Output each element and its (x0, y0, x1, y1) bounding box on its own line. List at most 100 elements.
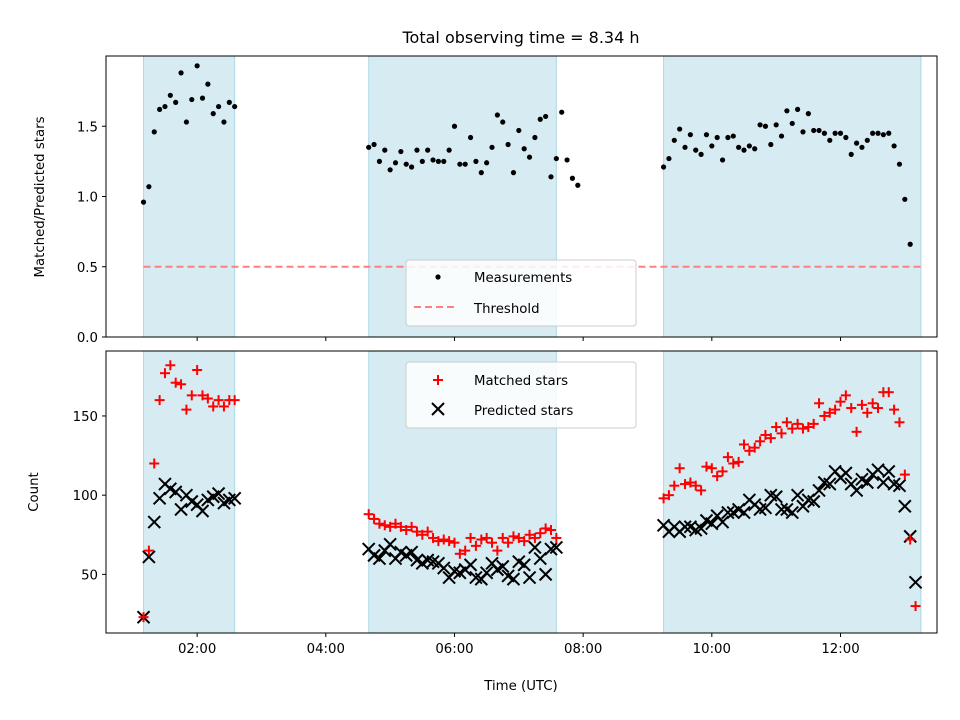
matched-star-point (781, 417, 792, 428)
measurement-point (457, 161, 463, 167)
measurement-point (183, 119, 190, 125)
measurement-point (714, 134, 720, 141)
measurement-point (526, 154, 533, 160)
predicted-star-point (517, 558, 531, 572)
measurement-point (768, 141, 774, 148)
measurement-point (778, 133, 785, 139)
matched-star-point (433, 536, 444, 547)
bottom-legend: Matched stars Predicted stars (405, 361, 637, 429)
matched-star-point (545, 525, 556, 536)
predicted-star-point (463, 558, 478, 572)
matched-star-point (492, 545, 503, 556)
predicted-star-point (383, 537, 397, 551)
measurement-point (516, 127, 522, 134)
top-y-tick-label: 0.5 (77, 261, 98, 276)
matched-star-point (910, 601, 921, 612)
x-tick-label: 10:00 (693, 642, 731, 657)
measurement-point (489, 144, 495, 150)
measurement-point (805, 111, 811, 117)
measurement-point (173, 99, 179, 105)
predicted-star-point (839, 466, 853, 480)
measurement-point (666, 155, 672, 162)
measurement-point (671, 137, 677, 143)
matched-star-point (894, 417, 905, 428)
matched-star-point (771, 422, 782, 433)
matched-star-point (840, 390, 851, 401)
measurement-point (709, 143, 715, 149)
measurement-point (827, 137, 833, 143)
measurement-point (837, 130, 844, 136)
measurement-point (435, 158, 441, 164)
matched-star-point (208, 401, 219, 412)
predicted-legend-marker (431, 402, 445, 416)
matched-star-point (524, 529, 535, 540)
predicted-star-point (812, 483, 826, 498)
predicted-star-point (195, 504, 210, 518)
measurement-point (371, 141, 377, 148)
matched-star-point (519, 536, 530, 547)
top-axes-frame (105, 55, 938, 338)
matched-star-point (411, 526, 422, 537)
predicted-star-point (211, 486, 226, 501)
measurement-point (215, 103, 222, 110)
matched-star-point (749, 442, 760, 453)
matched-star-point (540, 523, 551, 534)
matched-star-point (669, 480, 680, 491)
measurements-legend-marker (435, 274, 441, 280)
measurement-point (859, 144, 865, 150)
measurement-point (853, 140, 860, 146)
measurement-point (543, 113, 549, 120)
measurement-point (703, 132, 710, 138)
matched-star-point (460, 545, 471, 556)
matched-star-point (824, 407, 835, 418)
measurement-point (392, 160, 399, 166)
measurement-point (795, 106, 801, 112)
bottom-y-tick-label: 150 (73, 410, 98, 425)
measurement-point (441, 158, 447, 164)
predicted-legend-label: Predicted stars (474, 404, 573, 419)
predicted-star-point (758, 501, 773, 515)
predicted-star-point (227, 491, 242, 506)
matched-star-point (165, 360, 176, 371)
measurement-point (473, 158, 479, 164)
matched-star-point (476, 534, 487, 545)
matched-star-point (819, 410, 830, 421)
matched-star-point (379, 520, 390, 531)
matched-star-point (390, 518, 401, 529)
matched-star-point (406, 521, 417, 532)
matched-star-point (733, 456, 744, 467)
measurement-point (725, 134, 731, 141)
matched-star-point (470, 540, 481, 551)
top-legend: Measurements Threshold (405, 259, 637, 327)
predicted-star-point (882, 464, 896, 479)
measurement-point (896, 161, 903, 167)
matched-star-point (862, 407, 873, 418)
measurement-point (746, 143, 752, 149)
measurement-point (848, 151, 854, 157)
predicted-star-point (528, 540, 542, 555)
matched-star-point (503, 537, 514, 548)
measurement-point (730, 133, 736, 139)
matched-star-point (176, 379, 187, 390)
predicted-star-point (785, 505, 799, 520)
measurement-point (414, 147, 420, 153)
matched-star-point (438, 534, 449, 545)
matched-star-point (717, 466, 728, 477)
matched-star-point (444, 536, 455, 547)
matched-star-point (363, 509, 374, 520)
matched-star-point (738, 439, 749, 450)
matched-star-point (760, 429, 771, 440)
measurement-point (199, 95, 206, 101)
measurement-point (736, 144, 742, 150)
top-y-axis-label: Matched/Predicted stars (33, 116, 48, 277)
measurement-point (140, 199, 147, 205)
measurement-point (178, 70, 184, 76)
predicted-star-point (168, 485, 183, 499)
measurement-point (205, 81, 211, 87)
measurement-point (553, 155, 559, 162)
predicted-star-point (479, 566, 494, 580)
top-observing-window-3 (663, 55, 922, 338)
matched-star-point (551, 532, 562, 543)
measurement-point (741, 147, 747, 153)
measurement-point (537, 116, 543, 122)
